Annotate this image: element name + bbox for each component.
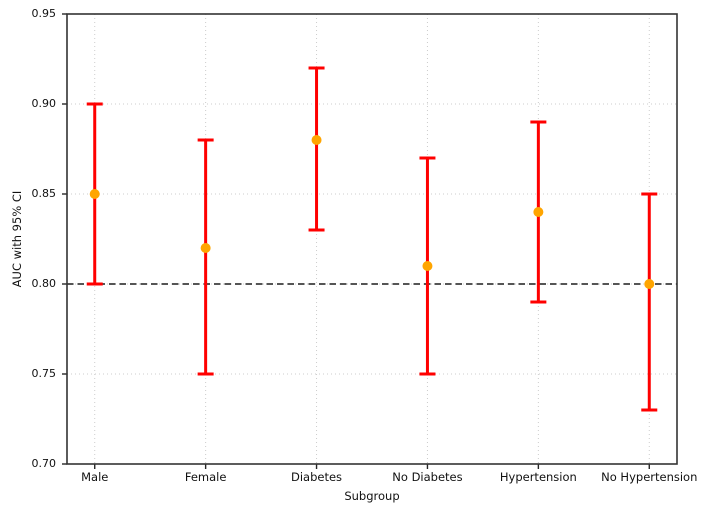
data-point-marker [422,261,433,271]
x-axis-title: Subgroup [344,489,400,503]
data-point-marker [533,207,544,217]
axes-border [66,13,678,465]
y-tick-label: 0.95 [31,7,57,20]
x-tick-label: No Diabetes [392,470,463,484]
y-tick-label: 0.85 [31,187,57,200]
x-tick-label: Hypertension [499,470,577,484]
data-point-marker [644,279,655,289]
y-tick-label: 0.90 [31,97,57,110]
x-tick-label: Diabetes [291,470,343,484]
x-tick-label: Female [184,470,227,484]
data-point-marker [311,135,322,145]
x-tick-label: No Hypertension [601,470,698,484]
x-tick-label: Male [81,470,109,484]
y-tick-label: 0.70 [31,457,57,470]
data-point-marker [89,189,100,199]
y-tick-label: 0.80 [31,277,57,290]
y-axis-title: AUC with 95% CI [10,190,24,288]
data-point-marker [200,243,211,253]
y-tick-label: 0.75 [31,367,57,380]
